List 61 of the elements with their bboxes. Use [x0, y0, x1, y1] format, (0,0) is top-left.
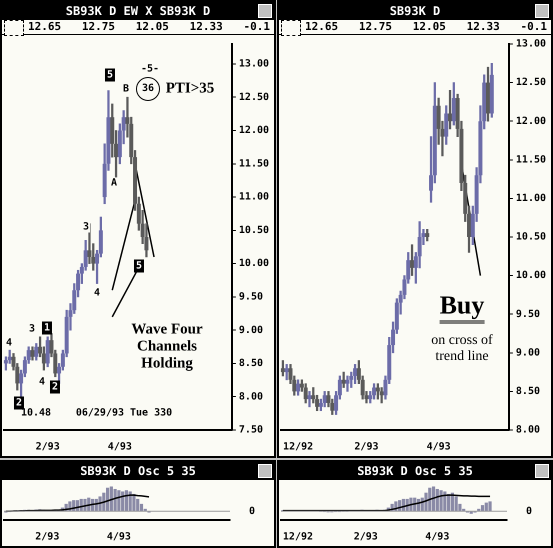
y-tick-label: 12.50	[238, 92, 270, 103]
x-tick-label: 4/93	[108, 442, 132, 453]
chart-title: SB93K D Osc 5 35	[279, 462, 551, 480]
y-tick-label: 11.50	[238, 158, 270, 170]
y-tick-label: 9.00	[238, 324, 263, 336]
x-tick-label: 2/93	[36, 442, 60, 453]
annotation: 10.48	[20, 408, 52, 418]
annotation: B	[122, 84, 130, 94]
y-tick-label: 11.50	[516, 154, 546, 166]
y-tick-label: 12.50	[516, 77, 546, 88]
y-tick-label: 10.00	[516, 270, 546, 282]
x-tick-label: 4/93	[426, 442, 451, 453]
y-tick-label: 9.50	[516, 308, 540, 320]
x-tick-label: 2/93	[35, 532, 60, 543]
chart-title: SB93K D EW X SB93K D	[2, 2, 274, 20]
x-tick-label: 2/93	[354, 532, 378, 543]
y-tick-label: 12.00	[516, 116, 546, 127]
x-tick-label: 4/93	[106, 532, 131, 543]
y-tick-label: 7.50	[238, 424, 263, 436]
y-tick-label: 9.00	[516, 347, 540, 358]
annotation: 4	[92, 288, 102, 298]
x-tick-label: 12/92	[282, 532, 314, 543]
ref-line-label: 0	[526, 506, 532, 517]
annotation: 5	[134, 260, 144, 272]
annotation: 3	[82, 222, 90, 232]
annotation: -5-	[140, 64, 160, 74]
chart-title: SB93K D	[279, 2, 551, 20]
text: 12.65 12.75 12.05 12.33 -0.1	[305, 20, 547, 33]
y-tick-label: 8.50	[516, 386, 540, 397]
annotation: 2	[50, 380, 60, 394]
text: 12.65 12.75 12.05 12.33 -0.1	[28, 20, 270, 33]
y-tick-label: 8.50	[238, 358, 263, 370]
annotation: 4	[4, 338, 14, 348]
ref-line-label: 0	[248, 506, 256, 517]
y-tick-label: 12.00	[238, 125, 270, 136]
y-tick-label: 11.00	[516, 192, 546, 204]
y-tick-label: 8.00	[238, 391, 263, 402]
y-tick-label: 13.00	[516, 38, 546, 50]
x-tick-label: 12/92	[283, 442, 314, 453]
y-tick-label: 8.00	[516, 424, 540, 436]
annotation: 3	[28, 324, 36, 334]
x-tick-label: 2/93	[354, 442, 379, 453]
annotation: 06/29/93 Tue 330	[76, 408, 172, 418]
annotation: on cross of trend line	[430, 333, 494, 365]
annotation: A	[110, 178, 118, 188]
y-tick-label: 9.50	[238, 291, 263, 302]
y-tick-label: 10.50	[516, 232, 546, 243]
chart-title: SB93K D Osc 5 35	[2, 462, 274, 480]
annotation: 1	[42, 322, 52, 334]
y-tick-label: 10.50	[238, 224, 270, 236]
annotation: 4	[38, 376, 46, 388]
annotation: PTI>35	[166, 80, 214, 98]
y-tick-label: 10.00	[238, 258, 270, 270]
annotation: 5	[104, 68, 116, 82]
annotation: Buy	[440, 290, 484, 324]
x-tick-label: 4/93	[425, 532, 450, 543]
annotation: 36	[136, 77, 160, 101]
annotation: 2	[14, 396, 24, 410]
y-tick-label: 11.00	[238, 192, 270, 203]
annotation: Wave Four Channels Holding	[130, 322, 204, 372]
y-tick-label: 13.00	[238, 58, 270, 70]
